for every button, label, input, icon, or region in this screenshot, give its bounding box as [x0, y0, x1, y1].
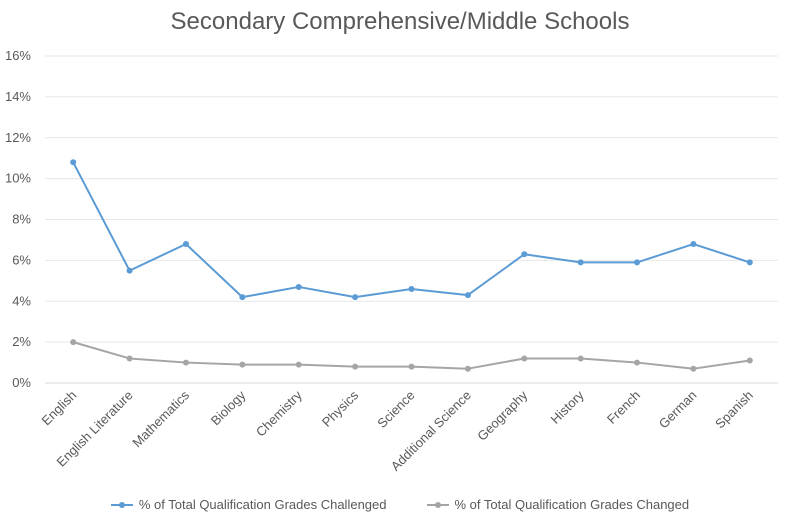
y-tick-label: 12% — [5, 130, 31, 145]
y-tick-label: 16% — [5, 48, 31, 63]
series-1-point — [126, 267, 133, 274]
series-line-1 — [72, 161, 751, 299]
series-2-point — [295, 361, 302, 368]
y-tick-label: 14% — [5, 89, 31, 104]
series-1-point — [464, 292, 471, 299]
legend-swatch — [110, 500, 133, 510]
legend-label: % of Total Qualification Grades Changed — [454, 497, 690, 512]
x-tick-label: English — [39, 388, 80, 429]
series-2-point — [634, 359, 641, 366]
series-1-point — [521, 251, 528, 258]
series-2-point — [352, 363, 359, 370]
y-tick-label: 4% — [12, 293, 31, 308]
y-tick-label: 0% — [12, 375, 31, 390]
legend-item-1: % of Total Qualification Grades Challeng… — [110, 497, 387, 512]
x-tick-label: French — [604, 388, 643, 427]
y-tick-label: 10% — [5, 171, 31, 186]
x-tick-label: Geography — [474, 387, 530, 443]
series-2-point — [126, 355, 133, 362]
series-2-point — [690, 365, 697, 372]
series-2-point — [464, 365, 471, 372]
series-2-point — [408, 363, 415, 370]
series-2-point — [182, 359, 189, 366]
series-1-point — [352, 294, 359, 301]
x-tick-label: Chemistry — [253, 387, 305, 439]
series-2-point — [521, 355, 528, 362]
x-tick-label: Mathematics — [129, 387, 192, 450]
series-2-point — [577, 355, 584, 362]
series-1-point — [182, 241, 189, 248]
series-1-point — [746, 259, 753, 266]
legend-item-2: % of Total Qualification Grades Changed — [426, 497, 690, 512]
y-tick-label: 2% — [12, 334, 31, 349]
series-1-point — [577, 259, 584, 266]
chart-title: Secondary Comprehensive/Middle Schools — [170, 8, 630, 35]
series-1-point — [408, 285, 415, 292]
x-tick-label: Spanish — [712, 388, 756, 432]
x-tick-label: German — [656, 388, 700, 432]
y-tick-label: 6% — [12, 252, 31, 267]
series-2-point — [70, 339, 77, 346]
series-1-point — [690, 241, 697, 248]
legend: % of Total Qualification Grades Challeng… — [0, 497, 800, 512]
series-1-point — [295, 283, 302, 290]
x-tick-label: Physics — [319, 387, 362, 430]
x-tick-label: Biology — [208, 387, 249, 428]
x-tick-label: History — [548, 387, 588, 427]
series-2-point — [746, 357, 753, 364]
x-tick-label: Science — [374, 388, 417, 431]
series-2-point — [239, 361, 246, 368]
series-1-point — [70, 159, 77, 166]
legend-label: % of Total Qualification Grades Challeng… — [138, 497, 387, 512]
legend-swatch — [426, 500, 449, 510]
series-1-point — [634, 259, 641, 266]
series-1-point — [239, 294, 246, 301]
y-tick-label: 8% — [12, 212, 31, 227]
